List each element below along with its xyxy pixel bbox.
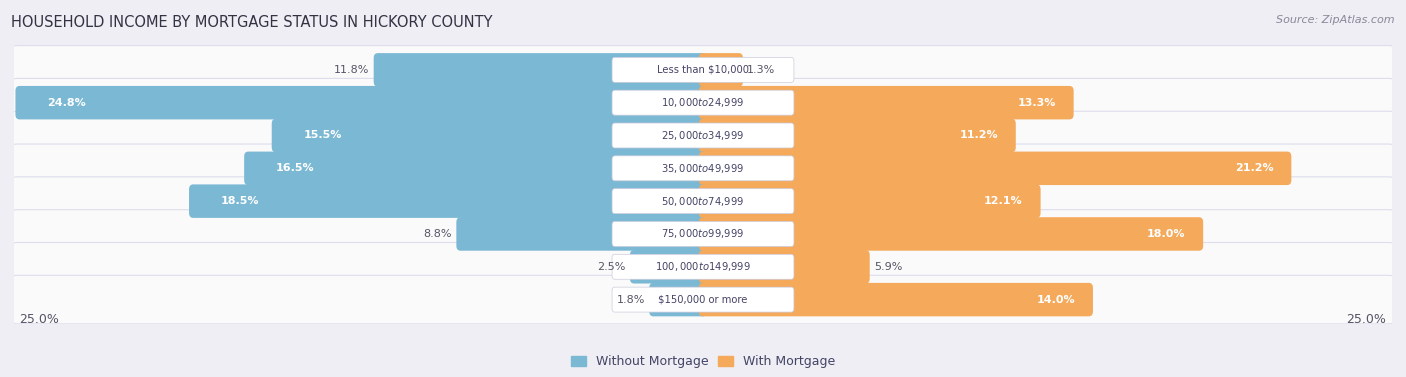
Text: 2.5%: 2.5% [598, 262, 626, 272]
FancyBboxPatch shape [699, 184, 1040, 218]
FancyBboxPatch shape [699, 53, 742, 87]
Text: $75,000 to $99,999: $75,000 to $99,999 [661, 227, 745, 241]
FancyBboxPatch shape [699, 250, 870, 284]
Text: 24.8%: 24.8% [48, 98, 86, 108]
FancyBboxPatch shape [699, 283, 1092, 316]
Text: $100,000 to $149,999: $100,000 to $149,999 [655, 260, 751, 273]
FancyBboxPatch shape [457, 217, 707, 251]
Text: HOUSEHOLD INCOME BY MORTGAGE STATUS IN HICKORY COUNTY: HOUSEHOLD INCOME BY MORTGAGE STATUS IN H… [11, 15, 492, 30]
Text: 15.5%: 15.5% [304, 130, 342, 141]
Legend: Without Mortgage, With Mortgage: Without Mortgage, With Mortgage [571, 355, 835, 368]
Text: 8.8%: 8.8% [423, 229, 453, 239]
Text: 18.0%: 18.0% [1147, 229, 1185, 239]
Text: 1.3%: 1.3% [747, 65, 775, 75]
Text: 5.9%: 5.9% [875, 262, 903, 272]
FancyBboxPatch shape [699, 86, 1074, 120]
Text: 11.8%: 11.8% [335, 65, 370, 75]
Text: 12.1%: 12.1% [984, 196, 1022, 206]
FancyBboxPatch shape [699, 217, 1204, 251]
FancyBboxPatch shape [699, 152, 1291, 185]
FancyBboxPatch shape [8, 46, 1398, 94]
FancyBboxPatch shape [8, 78, 1398, 127]
FancyBboxPatch shape [612, 90, 794, 115]
FancyBboxPatch shape [612, 287, 794, 312]
Text: Source: ZipAtlas.com: Source: ZipAtlas.com [1277, 15, 1395, 25]
Text: $50,000 to $74,999: $50,000 to $74,999 [661, 195, 745, 208]
FancyBboxPatch shape [8, 242, 1398, 291]
Text: 25.0%: 25.0% [20, 313, 59, 326]
FancyBboxPatch shape [8, 144, 1398, 193]
FancyBboxPatch shape [8, 210, 1398, 258]
Text: 14.0%: 14.0% [1036, 294, 1076, 305]
FancyBboxPatch shape [650, 283, 707, 316]
Text: 11.2%: 11.2% [959, 130, 998, 141]
FancyBboxPatch shape [8, 177, 1398, 225]
FancyBboxPatch shape [612, 222, 794, 247]
Text: Less than $10,000: Less than $10,000 [657, 65, 749, 75]
Text: 1.8%: 1.8% [617, 294, 645, 305]
FancyBboxPatch shape [612, 254, 794, 279]
FancyBboxPatch shape [699, 119, 1015, 152]
Text: $10,000 to $24,999: $10,000 to $24,999 [661, 96, 745, 109]
FancyBboxPatch shape [188, 184, 707, 218]
Text: 25.0%: 25.0% [1347, 313, 1386, 326]
FancyBboxPatch shape [15, 86, 707, 120]
Text: 21.2%: 21.2% [1234, 163, 1274, 173]
FancyBboxPatch shape [8, 111, 1398, 160]
FancyBboxPatch shape [630, 250, 707, 284]
FancyBboxPatch shape [374, 53, 707, 87]
FancyBboxPatch shape [612, 156, 794, 181]
FancyBboxPatch shape [612, 57, 794, 82]
Text: $25,000 to $34,999: $25,000 to $34,999 [661, 129, 745, 142]
FancyBboxPatch shape [271, 119, 707, 152]
FancyBboxPatch shape [612, 123, 794, 148]
Text: $35,000 to $49,999: $35,000 to $49,999 [661, 162, 745, 175]
FancyBboxPatch shape [245, 152, 707, 185]
Text: 18.5%: 18.5% [221, 196, 259, 206]
Text: $150,000 or more: $150,000 or more [658, 294, 748, 305]
FancyBboxPatch shape [8, 275, 1398, 324]
Text: 13.3%: 13.3% [1018, 98, 1056, 108]
FancyBboxPatch shape [612, 188, 794, 214]
Text: 16.5%: 16.5% [276, 163, 315, 173]
